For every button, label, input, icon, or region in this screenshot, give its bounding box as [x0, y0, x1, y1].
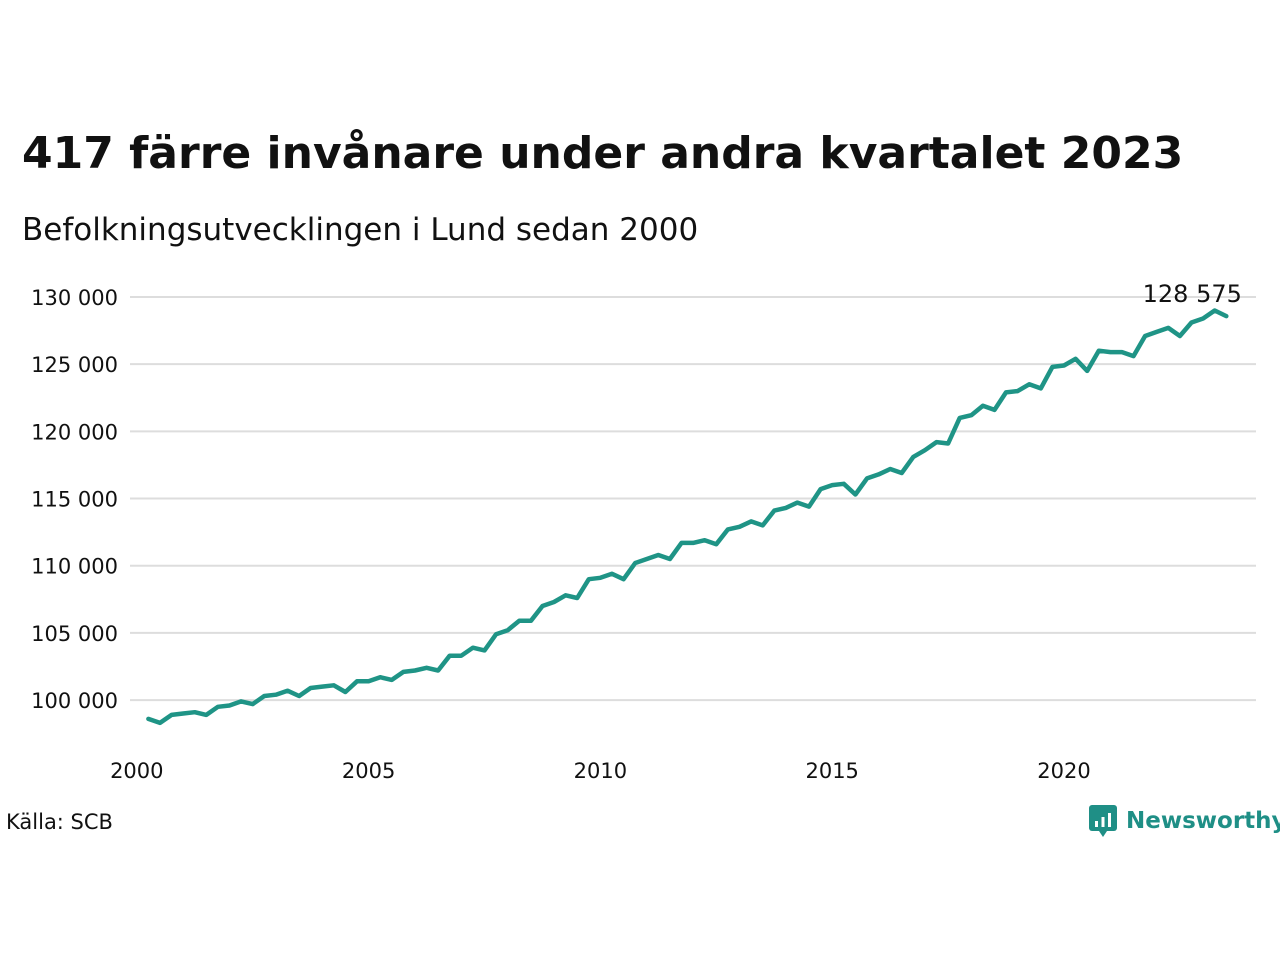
- chart-title: 417 färre invånare under andra kvartalet…: [22, 128, 1184, 179]
- x-axis-ticks: 2000 2005 2010 2015 2020: [110, 759, 1091, 783]
- newsworthy-logo-icon: [1089, 805, 1117, 837]
- data-labels: 128 575: [1143, 280, 1242, 308]
- x-tick-label: 2000: [110, 759, 163, 783]
- x-tick-label: 2020: [1037, 759, 1090, 783]
- y-tick-label: 130 000: [31, 286, 118, 310]
- y-tick-label: 110 000: [31, 555, 118, 579]
- x-tick-label: 2005: [342, 759, 395, 783]
- end-value-label: 128 575: [1143, 280, 1242, 308]
- y-tick-label: 115 000: [31, 488, 118, 512]
- brand-logo[interactable]: Newsworthy: [1088, 804, 1280, 838]
- x-tick-label: 2010: [574, 759, 627, 783]
- line-chart: 100 000 105 000 110 000 115 000 120 000 125 0…: [31, 280, 1256, 783]
- source-note: Källa: SCB: [6, 810, 113, 834]
- chart-subtitle: Befolkningsutvecklingen i Lund sedan 200…: [22, 212, 699, 248]
- brand-name: Newsworthy: [1126, 808, 1280, 834]
- y-axis-ticks: 100 000 105 000 110 000 115 000 120 000 125 0…: [31, 286, 118, 713]
- y-tick-label: 125 000: [31, 353, 118, 377]
- y-tick-label: 100 000: [31, 689, 118, 713]
- series-layer: [146, 308, 1229, 726]
- y-tick-label: 105 000: [31, 622, 118, 646]
- gridlines: [130, 296, 1256, 702]
- y-tick-label: 120 000: [31, 420, 118, 444]
- series-line: [146, 308, 1229, 726]
- x-tick-label: 2015: [805, 759, 858, 783]
